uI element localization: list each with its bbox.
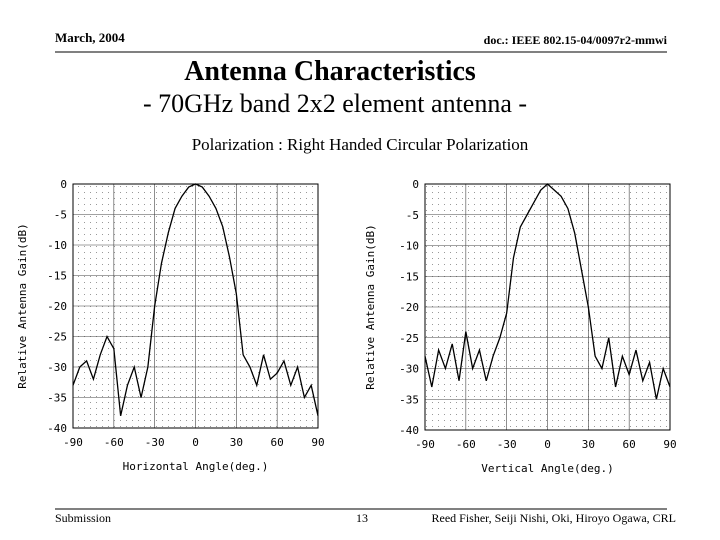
y-tick-label: -5	[406, 209, 419, 222]
x-tick-label: -30	[497, 438, 517, 451]
x-tick-label: -90	[415, 438, 435, 451]
title: Antenna Characteristics	[184, 56, 476, 87]
x-tick-label: 60	[623, 438, 636, 451]
y-tick-label: -15	[399, 270, 419, 283]
x-tick-label: -90	[63, 436, 83, 449]
x-axis-label: Horizontal Angle(deg.)	[123, 460, 269, 473]
x-tick-label: 90	[663, 438, 676, 451]
y-tick-label: 0	[60, 178, 67, 191]
y-tick-label: -10	[47, 239, 67, 252]
footer-left: Submission	[55, 511, 111, 525]
y-tick-label: 0	[412, 178, 419, 191]
y-tick-label: -20	[47, 300, 67, 313]
y-tick-label: -30	[399, 363, 419, 376]
x-tick-label: -60	[104, 436, 124, 449]
y-tick-label: -10	[399, 240, 419, 253]
y-tick-label: -30	[47, 361, 67, 374]
x-tick-label: -60	[456, 438, 476, 451]
y-tick-label: -40	[47, 422, 67, 435]
caption: Polarization : Right Handed Circular Pol…	[192, 135, 529, 154]
gain-line	[72, 183, 319, 416]
y-axis-label: Relative Antenna Gain(dB)	[16, 223, 29, 389]
x-tick-label: 30	[230, 436, 243, 449]
x-tick-label: -30	[145, 436, 165, 449]
y-axis-label: Relative Antenna Gain(dB)	[364, 224, 377, 390]
x-tick-label: 90	[311, 436, 324, 449]
doc-id: doc.: IEEE 802.15-04/0097r2-mmwi	[484, 33, 668, 47]
x-tick-label: 0	[192, 436, 199, 449]
y-tick-label: -20	[399, 301, 419, 314]
x-tick-label: 30	[582, 438, 595, 451]
y-tick-label: -35	[47, 392, 67, 405]
authors: Reed Fisher, Seiji Nishi, Oki, Hiroyo Og…	[432, 511, 677, 525]
y-tick-label: -25	[399, 332, 419, 345]
page-number: 13	[356, 511, 368, 525]
y-tick-label: -35	[399, 393, 419, 406]
y-tick-label: -25	[47, 331, 67, 344]
subtitle: - 70GHz band 2x2 element antenna -	[143, 89, 527, 118]
x-tick-label: 0	[544, 438, 551, 451]
x-tick-label: 60	[271, 436, 284, 449]
y-tick-label: -40	[399, 424, 419, 437]
y-tick-label: -15	[47, 270, 67, 283]
date: March, 2004	[55, 30, 125, 45]
y-tick-label: -5	[54, 209, 67, 222]
gain-line	[424, 183, 671, 400]
x-axis-label: Vertical Angle(deg.)	[481, 462, 613, 475]
